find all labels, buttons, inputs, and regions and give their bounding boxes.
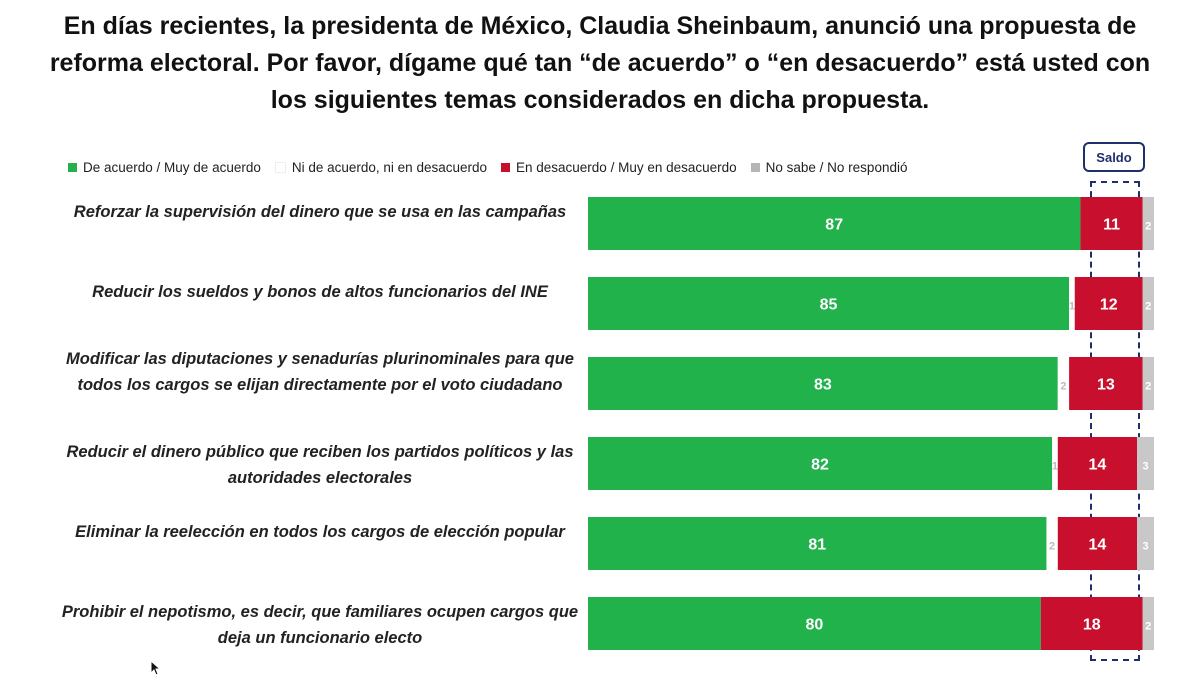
legend-item-neutral: Ni de acuerdo, ni en desacuerdo bbox=[274, 159, 487, 175]
bar-segment-agree bbox=[588, 437, 1053, 490]
bar-segment-disagree bbox=[1069, 357, 1143, 410]
bar-segment-neutral bbox=[1069, 277, 1075, 330]
bar-data-label-agree: 87 bbox=[825, 217, 843, 234]
bar-data-label-unknown: 2 bbox=[1145, 621, 1151, 633]
bar-segment-agree bbox=[588, 597, 1041, 650]
bar-data-label-neutral: 1 bbox=[1052, 461, 1058, 473]
bar-data-label-agree: 82 bbox=[811, 457, 829, 474]
category-label: Reforzar la supervisión del dinero que s… bbox=[73, 203, 567, 221]
bar-segment-unknown bbox=[1137, 437, 1154, 490]
legend-label-neutral: Ni de acuerdo, ni en desacuerdo bbox=[291, 159, 487, 175]
bar-segment-agree bbox=[588, 517, 1047, 570]
bar-segment-unknown bbox=[1142, 277, 1154, 330]
bar-data-label-disagree: 14 bbox=[1089, 457, 1107, 474]
saldo-column-box bbox=[1090, 181, 1140, 661]
bar-data-label-agree: 83 bbox=[814, 377, 832, 394]
bar-segment-disagree bbox=[1074, 277, 1143, 330]
category-label: Reducir los sueldos y bonos de altos fun… bbox=[92, 283, 548, 301]
bar-segment-agree bbox=[588, 357, 1058, 410]
legend-item-unknown: No sabe / No respondió bbox=[750, 159, 908, 175]
bar-data-label-unknown: 2 bbox=[1145, 301, 1151, 313]
bar-data-label-disagree: 18 bbox=[1083, 617, 1101, 634]
bar-segment-neutral bbox=[1046, 517, 1058, 570]
legend-label-agree: De acuerdo / Muy de acuerdo bbox=[83, 159, 261, 175]
bar-segment-neutral bbox=[1057, 357, 1070, 410]
category-label: Reducir el dinero público que reciben lo… bbox=[66, 443, 574, 487]
legend-swatch-agree bbox=[68, 162, 77, 172]
bar-segment-disagree bbox=[1057, 437, 1138, 490]
bar-data-label-disagree: 12 bbox=[1100, 297, 1118, 314]
bar-segment-unknown bbox=[1142, 197, 1154, 250]
bar-data-label-disagree: 14 bbox=[1089, 537, 1107, 554]
bar-segment-agree bbox=[588, 277, 1070, 330]
category-label: Prohibir el nepotismo, es decir, que fam… bbox=[61, 603, 579, 647]
bar-segment-unknown bbox=[1142, 597, 1154, 650]
bar-data-label-agree: 80 bbox=[806, 617, 824, 634]
bar-data-label-agree: 81 bbox=[808, 537, 826, 554]
bar-data-label-neutral: 1 bbox=[1069, 301, 1075, 313]
bar-data-label-unknown: 3 bbox=[1142, 461, 1148, 473]
bar-segment-unknown bbox=[1137, 517, 1154, 570]
legend: De acuerdo / Muy de acuerdo Ni de acuerd… bbox=[68, 157, 921, 177]
legend-swatch-disagree bbox=[501, 162, 510, 172]
legend-item-disagree: En desacuerdo / Muy en desacuerdo bbox=[501, 160, 737, 175]
bar-data-label-disagree: 11 bbox=[1103, 217, 1120, 234]
bar-data-label-unknown: 2 bbox=[1145, 221, 1151, 233]
bar-segment-disagree bbox=[1080, 197, 1143, 250]
bar-data-label-unknown: 3 bbox=[1142, 541, 1148, 553]
legend-swatch-neutral bbox=[274, 161, 286, 173]
legend-label-unknown: No sabe / No respondió bbox=[765, 159, 908, 175]
bar-data-label-unknown: 2 bbox=[1145, 381, 1151, 393]
category-label: Eliminar la reelección en todos los carg… bbox=[75, 523, 565, 541]
category-label: Modificar las diputaciones y senadurías … bbox=[66, 350, 574, 394]
bar-data-label-agree: 85 bbox=[820, 297, 838, 314]
legend-swatch-unknown bbox=[750, 162, 760, 172]
bar-segment-disagree bbox=[1040, 597, 1143, 650]
chart-title: En días recientes, la presidenta de Méxi… bbox=[49, 12, 1151, 114]
bar-segment-agree bbox=[588, 197, 1081, 250]
mouse-pointer-icon bbox=[150, 660, 162, 676]
bar-data-label-disagree: 13 bbox=[1097, 377, 1115, 394]
bar-segment-unknown bbox=[1142, 357, 1154, 410]
bar-segment-disagree bbox=[1057, 517, 1138, 570]
bar-segment-neutral bbox=[1052, 437, 1058, 490]
saldo-header: Saldo bbox=[1083, 142, 1145, 172]
legend-item-agree: De acuerdo / Muy de acuerdo bbox=[68, 160, 261, 175]
bar-data-label-neutral: 2 bbox=[1049, 541, 1055, 553]
bar-data-label-neutral: 2 bbox=[1060, 381, 1066, 393]
legend-label-disagree: En desacuerdo / Muy en desacuerdo bbox=[516, 159, 737, 175]
